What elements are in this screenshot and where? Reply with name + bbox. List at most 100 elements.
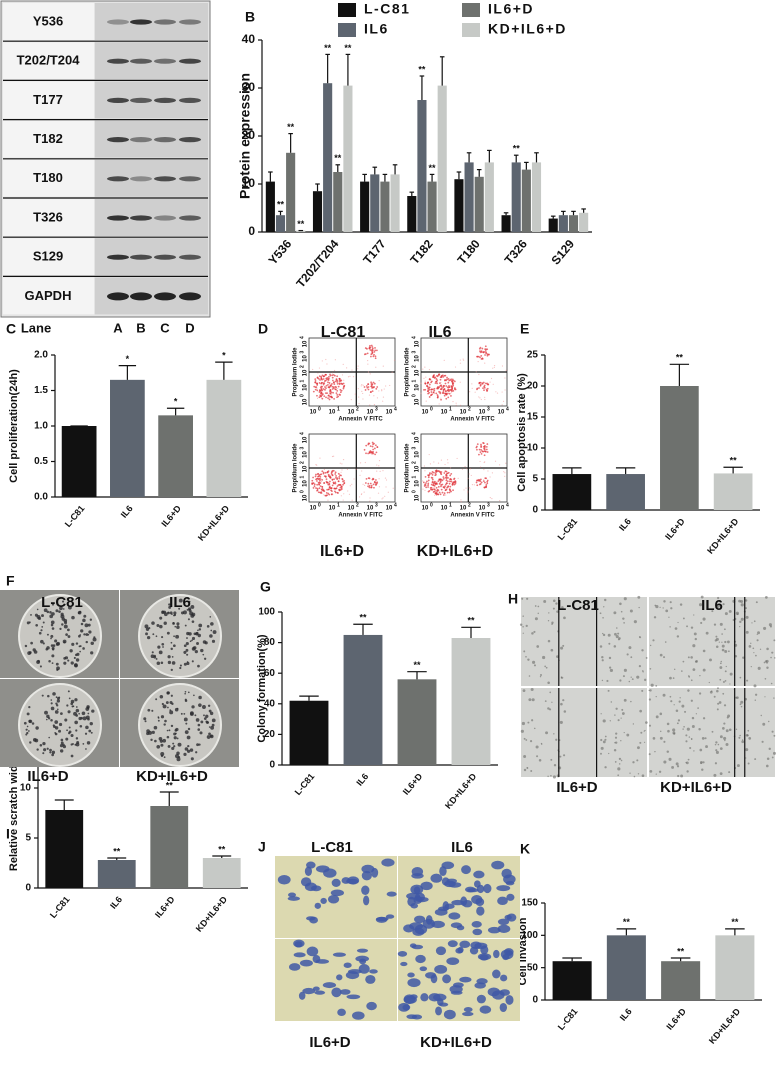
bar [407, 196, 417, 232]
flow-dot [362, 398, 364, 400]
flow-dot [371, 352, 374, 355]
colony [195, 751, 198, 754]
flow-dot [427, 392, 430, 395]
colony [183, 650, 187, 654]
flow-dot [369, 373, 371, 375]
flow-dot [447, 476, 449, 479]
cell [688, 675, 690, 677]
colony [82, 618, 86, 623]
flow-dot [504, 472, 506, 474]
flow-dot [452, 489, 454, 492]
flow-tick-base: 10 [303, 494, 309, 501]
cell [601, 659, 604, 662]
flow-dot [342, 483, 344, 486]
group-label: IL6 [701, 597, 723, 614]
flow-dot [376, 464, 378, 466]
flow-dot [319, 457, 321, 459]
bar [370, 174, 380, 232]
bar [158, 415, 193, 497]
flow-dot [343, 479, 345, 482]
flow-dot [352, 376, 355, 378]
flow-dot [385, 385, 387, 387]
x-tick-label: IL6 [108, 894, 124, 910]
flow-dot [381, 389, 383, 391]
flow-dot [480, 443, 482, 446]
colony [87, 717, 90, 721]
flow-dot [437, 485, 440, 488]
cell [763, 626, 767, 630]
flow-dot [368, 484, 371, 487]
colony [150, 738, 153, 742]
flow-dot [483, 461, 485, 464]
blot-row-label: T180 [33, 170, 63, 185]
invaded-cell [501, 868, 512, 879]
cell [745, 630, 749, 634]
colony [147, 708, 151, 712]
panel-letter: D [258, 321, 268, 337]
colony [187, 607, 192, 611]
colony [198, 703, 202, 707]
colony [161, 636, 164, 639]
flow-dot [446, 482, 448, 485]
flow-tick-base: 10 [386, 506, 393, 512]
cell [687, 656, 690, 659]
cell [750, 666, 752, 668]
flow-dot [444, 382, 447, 385]
flow-dot [316, 487, 319, 490]
flow-dot [327, 394, 330, 397]
flow-dot [327, 378, 330, 381]
colony [176, 625, 180, 630]
flow-dot [334, 380, 337, 383]
colony [162, 738, 167, 743]
flow-dot [440, 397, 442, 399]
colony [197, 664, 200, 668]
flow-dot [313, 485, 316, 488]
flow-dot [427, 482, 430, 485]
flow-dot [449, 474, 452, 477]
flow-dot [442, 375, 445, 378]
significance: ** [413, 660, 421, 670]
cell [534, 605, 537, 607]
flow-dot [450, 490, 452, 493]
bar [333, 172, 343, 232]
flow-dot [428, 396, 431, 398]
cell [521, 721, 526, 726]
flow-dot [467, 477, 469, 479]
cell [741, 739, 744, 741]
y-tick-label: 30 [242, 80, 256, 94]
colony [64, 718, 68, 722]
colony [210, 629, 213, 632]
invaded-cell [369, 969, 378, 974]
flow-dot [450, 472, 453, 475]
cell [719, 772, 723, 776]
invaded-cell [422, 918, 436, 929]
colony [79, 724, 83, 728]
colony [54, 720, 59, 724]
flow-dot [332, 391, 334, 394]
flow-dot [372, 478, 375, 481]
flow-dot [339, 391, 342, 394]
flow-dot [484, 450, 487, 453]
cell [686, 625, 689, 628]
invaded-cell [358, 964, 370, 974]
flow-dot [440, 459, 443, 461]
flow-dot [427, 490, 430, 493]
flow-dot [328, 483, 331, 486]
flow-dot [443, 472, 446, 474]
flow-dot [316, 477, 318, 480]
invaded-cell [293, 939, 305, 948]
flow-dot [447, 378, 450, 380]
bar [454, 179, 464, 232]
cell [643, 678, 647, 682]
cell [694, 637, 697, 641]
cell [632, 761, 635, 764]
colony [187, 691, 190, 694]
flow-dot [347, 490, 349, 492]
colony [192, 646, 197, 650]
colony [36, 748, 39, 751]
colony [74, 743, 77, 746]
cell [639, 709, 643, 713]
flow-dot [375, 451, 378, 454]
flow-dot [335, 392, 338, 395]
flow-dot [381, 390, 383, 392]
